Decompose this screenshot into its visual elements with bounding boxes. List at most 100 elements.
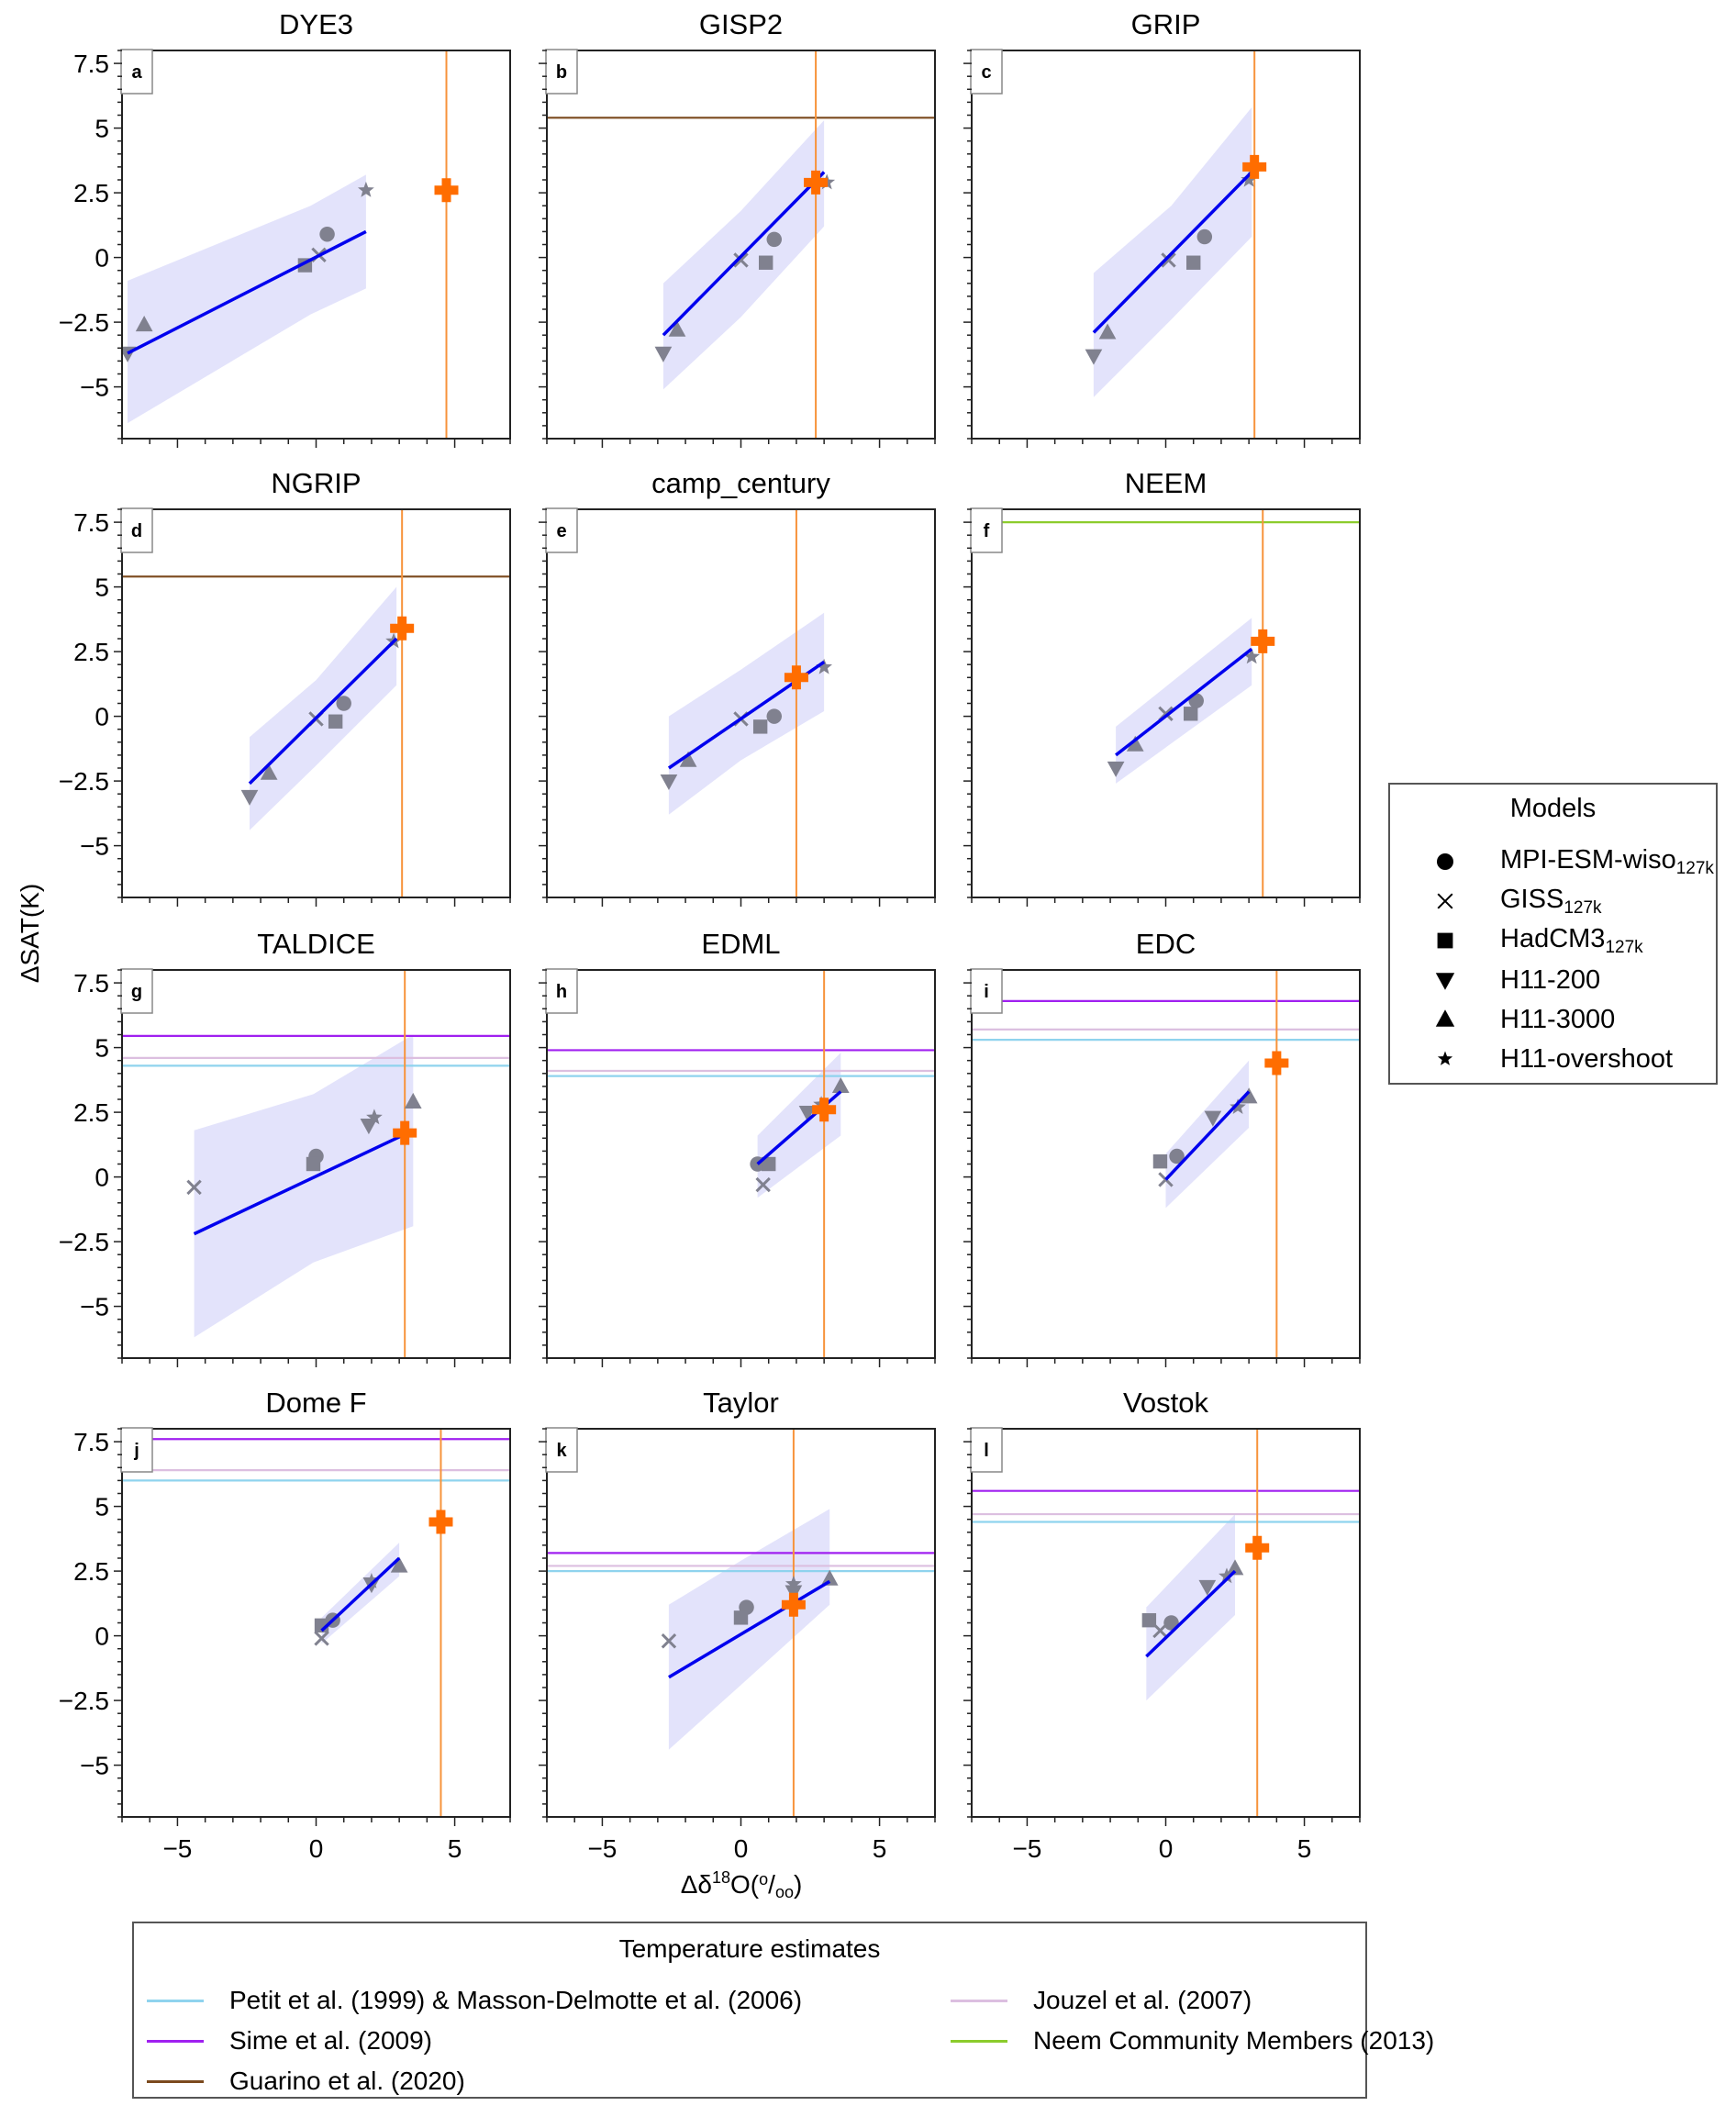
observation-point [1245, 1535, 1270, 1560]
regression-line [1145, 1569, 1237, 1658]
model-point-h3000 [260, 763, 278, 780]
model-point-h200 [1107, 761, 1125, 777]
legend-marker-shape [1435, 1009, 1455, 1027]
y-tick-label: 5 [95, 1034, 109, 1063]
models-legend-item-hover: H11-overshoot [1390, 1041, 1673, 1077]
y-tick-label: −2.5 [59, 1687, 109, 1715]
model-point-h200 [798, 1105, 817, 1121]
regression-line [320, 1556, 401, 1632]
regression-line [127, 229, 367, 355]
panel-letter: d [131, 521, 142, 541]
legend-marker-svg [1437, 932, 1453, 949]
x-axis-title-part: / [768, 1870, 775, 1899]
model-point-h3000 [668, 320, 686, 337]
model-point-h3000 [1240, 1087, 1258, 1104]
panel-h: EDML h [539, 928, 936, 1367]
temperature-legend-label: Jouzel et al. (2007) [1033, 1986, 1252, 2014]
temperature-legend-label: Petit et al. (1999) & Masson-Delmotte et… [229, 1986, 803, 2014]
panel-title: NGRIP [271, 467, 361, 499]
model-point-hadcm3 [733, 1610, 749, 1625]
panel-title: EDC [1136, 928, 1196, 960]
y-tick-label: 7.5 [73, 969, 109, 997]
x-tick-label: −5 [162, 1834, 192, 1863]
panel-f: NEEM f [963, 467, 1361, 907]
legend-marker-svg [1437, 853, 1453, 870]
plot-area [122, 1429, 510, 1817]
model-point-h3000 [1226, 1559, 1244, 1576]
models-legend-label: H11-3000 [1500, 1005, 1615, 1035]
panel-title: GISP2 [699, 8, 783, 40]
y-tick-label: −2.5 [59, 308, 109, 337]
star-marker-icon [1390, 1045, 1500, 1073]
panel-letter-box [545, 507, 578, 553]
x-axis-title-part: O( [730, 1870, 760, 1899]
confidence-ribbon [128, 174, 366, 424]
models-legend-title: Models [1509, 794, 1597, 823]
panel-letter-box [545, 49, 578, 95]
model-name: H11-3000 [1500, 1004, 1616, 1034]
model-point-giss [314, 1631, 329, 1646]
model-point-hadcm3 [752, 719, 768, 734]
model-point-hover [785, 1575, 802, 1591]
regression-line [1092, 171, 1253, 334]
model-point-h3000 [831, 1077, 850, 1094]
models-legend-item-giss: GISS127k [1390, 883, 1602, 919]
y-tick-label: −2.5 [59, 767, 109, 796]
model-point-hadcm3 [1186, 255, 1201, 270]
panel-letter: i [984, 982, 989, 1002]
model-subscript: 127k [1675, 858, 1714, 878]
x-axis-title-part: 18 [712, 1868, 730, 1887]
plot-area [547, 1429, 935, 1817]
panel-letter: k [556, 1441, 567, 1461]
panel-letter-box [545, 968, 578, 1014]
triangle-down-marker-icon [1390, 966, 1500, 994]
panel-c: GRIP c [963, 8, 1361, 448]
model-point-h3000 [1098, 323, 1117, 340]
model-point-hover [366, 1109, 383, 1125]
temperature-legend-item-guarino: Guarino et al. (2020) [143, 2065, 465, 2098]
panel-letter: h [556, 982, 567, 1002]
y-tick-label: 7.5 [73, 50, 109, 78]
model-point-hadcm3 [1152, 1153, 1168, 1169]
legend-marker-svg [1437, 1051, 1453, 1065]
panel-letter-box [970, 1427, 1003, 1473]
confidence-ribbon [250, 586, 397, 830]
panel-title: TALDICE [257, 928, 375, 960]
temperature-legend-item-petit: Petit et al. (1999) & Masson-Delmotte et… [143, 1984, 802, 2017]
panel-letter-box [545, 1427, 578, 1473]
x-axis-title-part: oo [775, 1883, 794, 1901]
models-legend-item-mpi: MPI-ESM-wiso127k [1390, 843, 1714, 880]
model-point-h200 [1198, 1579, 1217, 1596]
model-point-h200 [1085, 349, 1103, 365]
legend-marker-shape [1437, 893, 1453, 909]
y-tick-label: 5 [95, 115, 109, 143]
model-point-hover [1241, 171, 1257, 187]
model-point-h3000 [1126, 735, 1144, 752]
model-point-hover [363, 1573, 380, 1588]
model-name: H11-200 [1500, 964, 1601, 995]
model-subscript: 127k [1564, 897, 1602, 918]
panel-i: EDC i [963, 928, 1361, 1367]
models-legend-item-h200: H11-200 [1390, 962, 1600, 998]
panel-a: DYE3 a −5 −2.5 0 2.5 5 7.5 [59, 8, 511, 448]
model-point-h200 [360, 1119, 378, 1135]
model-point-hover [1243, 648, 1261, 664]
model-point-hadcm3 [762, 1156, 776, 1172]
legend-marker-shape [1435, 973, 1455, 990]
temperature-legend-label: Neem Community Members (2013) [1033, 2026, 1435, 2055]
model-point-h200 [240, 789, 259, 806]
panel-letter-box [120, 968, 153, 1014]
legend-line-swatch [147, 1999, 204, 2002]
plot-area [972, 970, 1360, 1358]
confidence-ribbon [194, 1034, 414, 1338]
panel-letter: g [131, 982, 142, 1002]
models-legend-label: GISS127k [1500, 885, 1602, 919]
temperature-legend-label: Guarino et al. (2020) [229, 2067, 465, 2095]
regression-line [248, 637, 398, 786]
y-tick-label: −5 [80, 373, 109, 402]
model-point-mpi [319, 226, 335, 242]
regression-line [193, 1129, 414, 1236]
model-point-hadcm3 [758, 255, 773, 270]
legend-marker-svg [1437, 893, 1453, 909]
legend-marker-svg [1435, 973, 1455, 990]
